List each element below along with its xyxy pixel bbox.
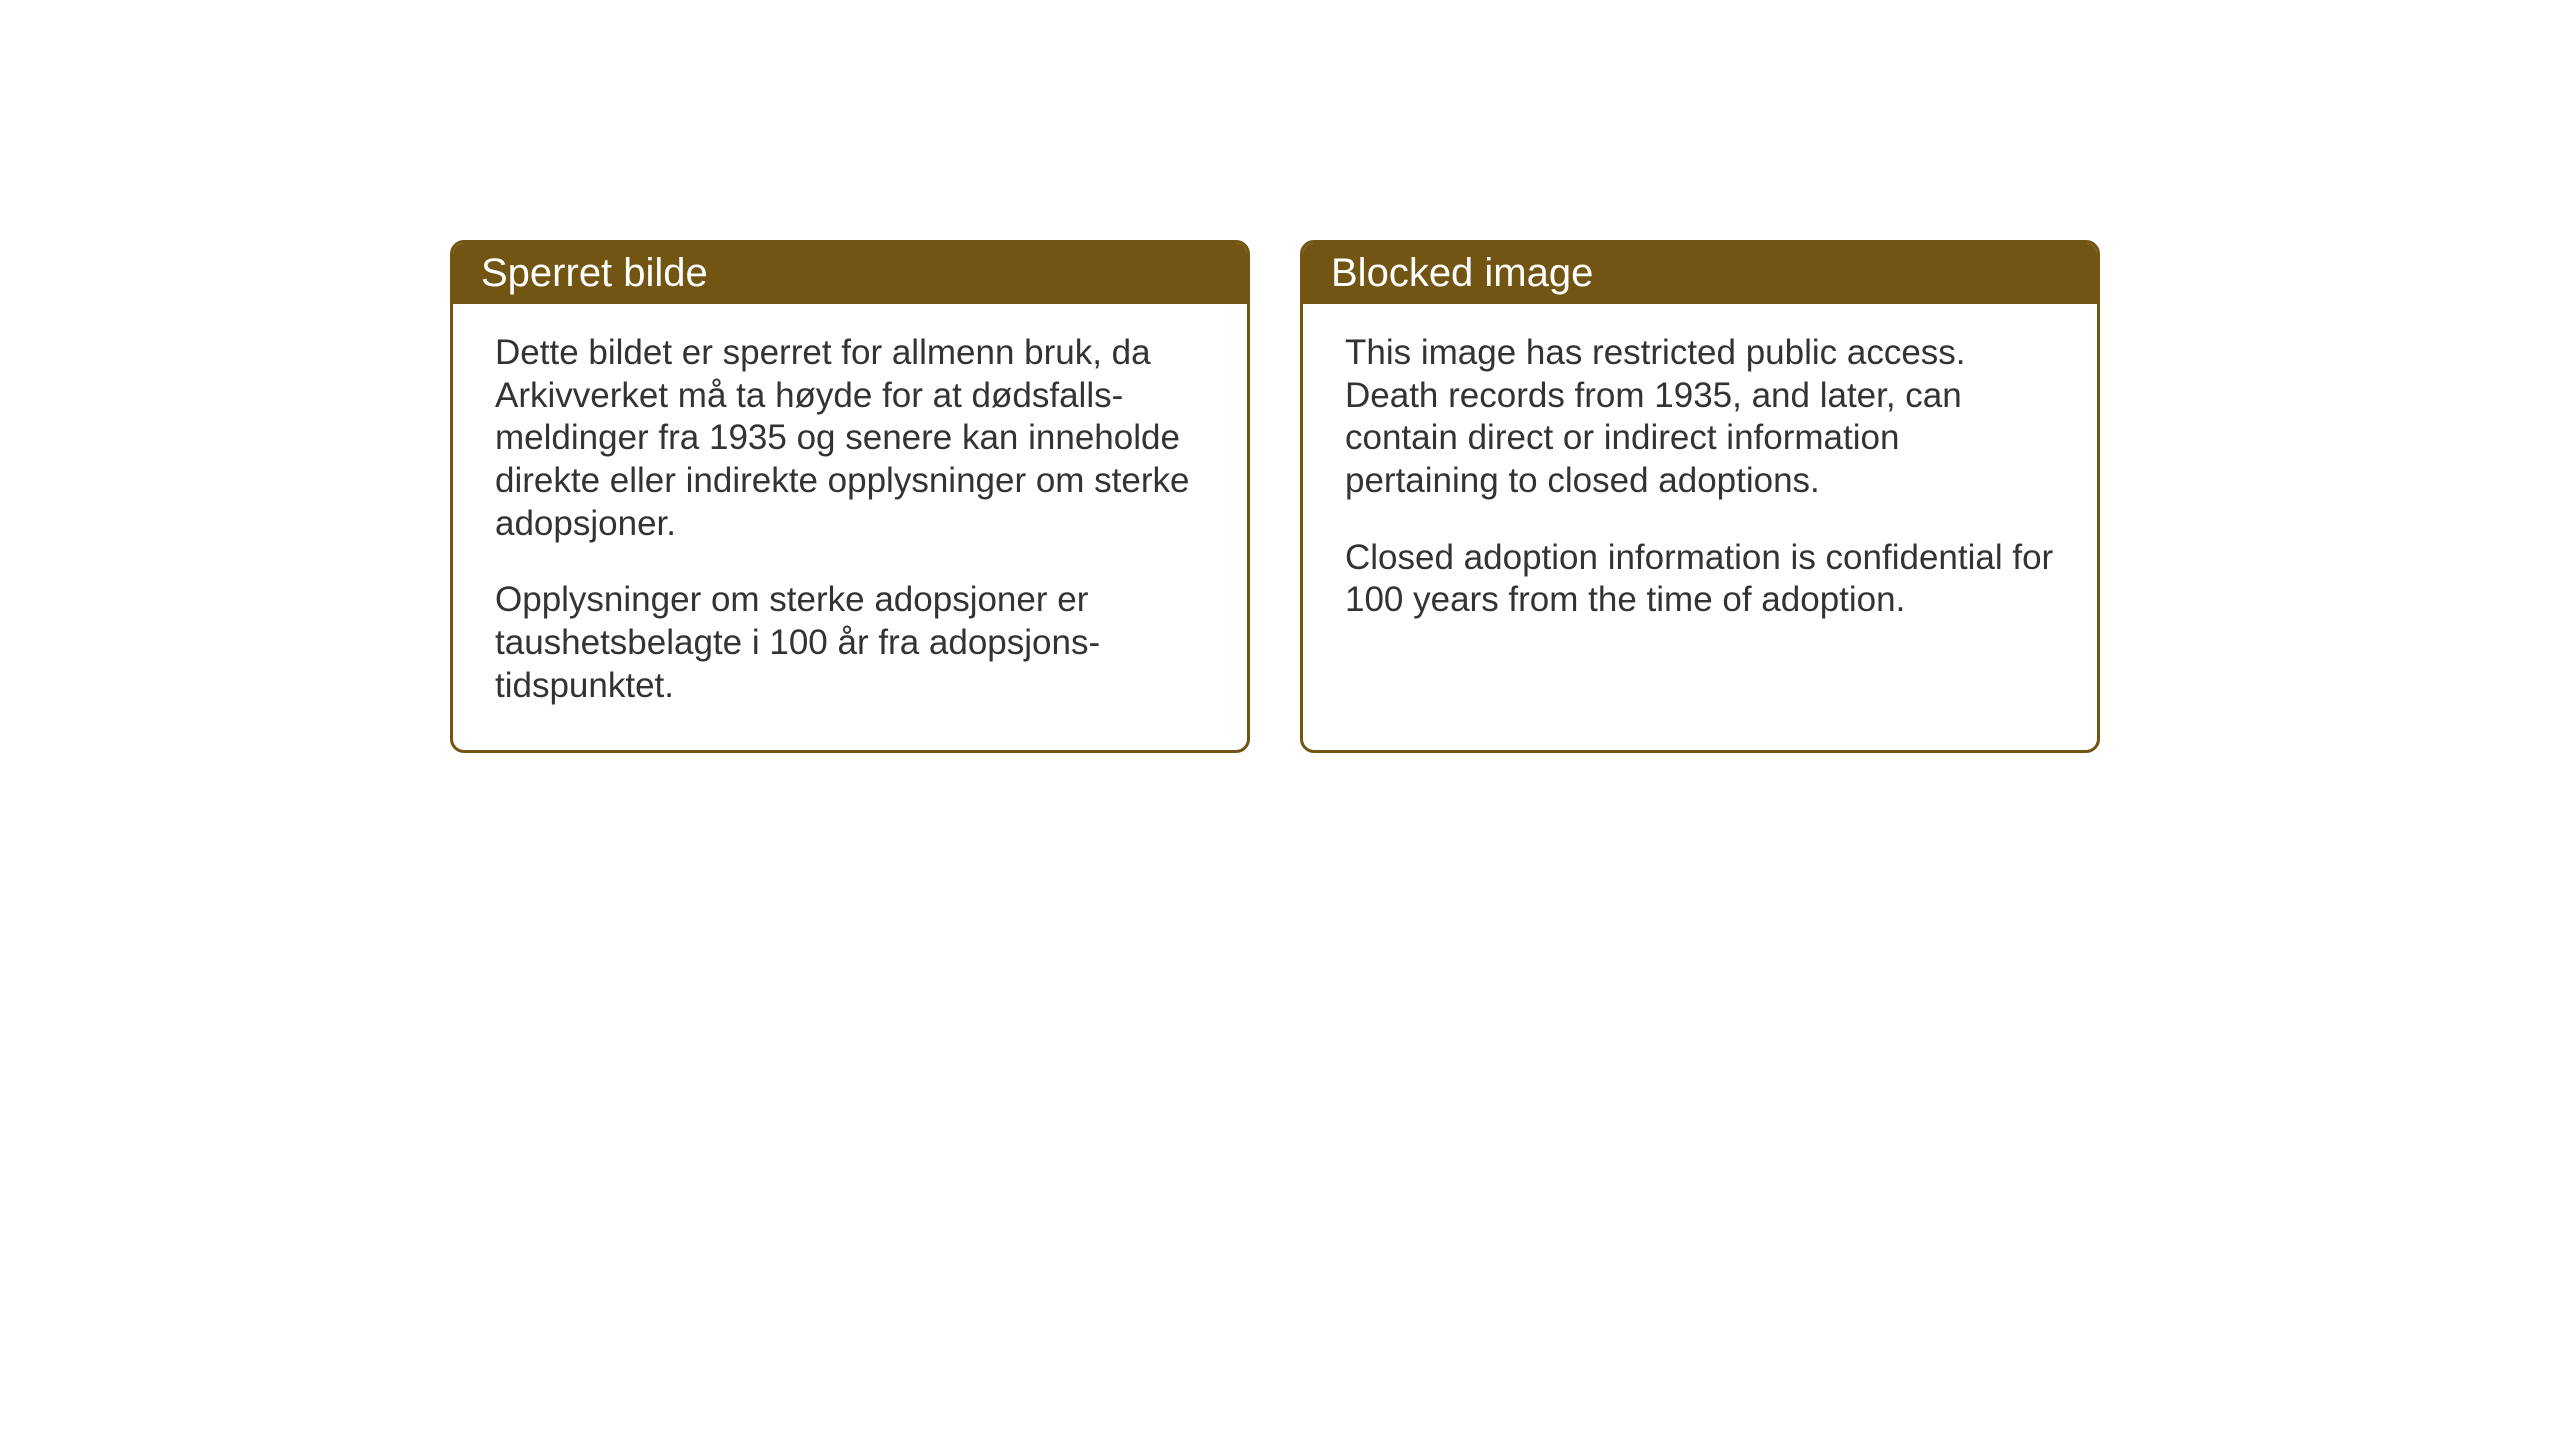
english-paragraph-1: This image has restricted public access.… bbox=[1345, 332, 2055, 503]
english-paragraph-2: Closed adoption information is confident… bbox=[1345, 537, 2055, 622]
english-card: Blocked image This image has restricted … bbox=[1300, 240, 2100, 753]
norwegian-paragraph-2: Opplysninger om sterke adopsjoner er tau… bbox=[495, 579, 1205, 707]
norwegian-card-title: Sperret bilde bbox=[453, 243, 1247, 304]
norwegian-card: Sperret bilde Dette bildet er sperret fo… bbox=[450, 240, 1250, 753]
norwegian-card-body: Dette bildet er sperret for allmenn bruk… bbox=[453, 304, 1247, 748]
english-card-body: This image has restricted public access.… bbox=[1303, 304, 2097, 662]
english-card-title: Blocked image bbox=[1303, 243, 2097, 304]
cards-container: Sperret bilde Dette bildet er sperret fo… bbox=[450, 240, 2100, 753]
norwegian-paragraph-1: Dette bildet er sperret for allmenn bruk… bbox=[495, 332, 1205, 545]
